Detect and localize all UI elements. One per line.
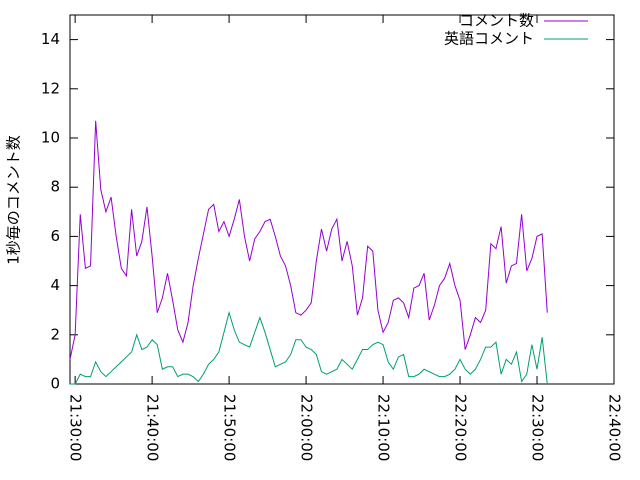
x-tick-label: 21:30:00 (67, 394, 85, 461)
x-tick-label: 21:40:00 (144, 394, 162, 461)
y-tick-label: 8 (50, 178, 60, 196)
y-axis-label: 1秒毎のコメント数 (5, 135, 23, 265)
y-tick-label: 14 (41, 30, 60, 48)
line-series (70, 310, 548, 385)
line-series (69, 120, 548, 360)
y-tick-label: 4 (50, 276, 60, 294)
x-tick-label: 22:20:00 (452, 394, 470, 461)
plot-border (69, 14, 615, 385)
legend-label: 英語コメント (444, 30, 534, 48)
y-tick-label: 12 (41, 79, 60, 97)
y-tick-label: 2 (50, 325, 60, 343)
x-tick-label: 22:10:00 (375, 394, 393, 461)
x-tick-label: 22:40:00 (606, 394, 624, 461)
y-tick-label: 0 (50, 375, 60, 393)
y-tick-label: 10 (41, 129, 60, 147)
legend-label: コメント数 (459, 12, 534, 30)
x-tick-label: 22:30:00 (529, 394, 547, 461)
x-tick-label: 21:50:00 (221, 394, 239, 461)
x-tick-label: 22:00:00 (298, 394, 316, 461)
y-tick-label: 6 (50, 227, 60, 245)
